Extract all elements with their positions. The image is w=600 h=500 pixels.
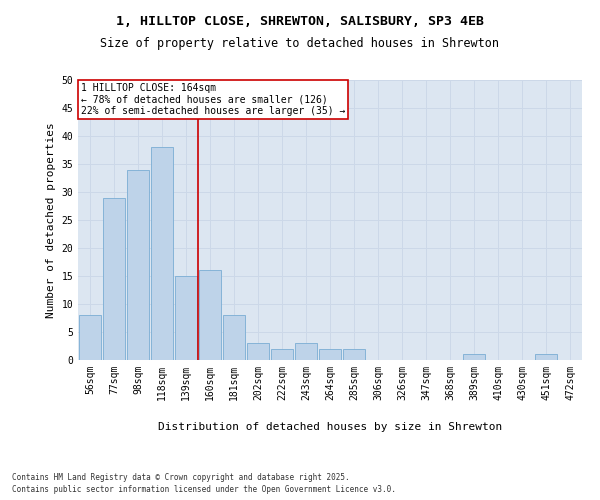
- Bar: [247, 343, 269, 360]
- Bar: [79, 315, 101, 360]
- Text: 1, HILLTOP CLOSE, SHREWTON, SALISBURY, SP3 4EB: 1, HILLTOP CLOSE, SHREWTON, SALISBURY, S…: [116, 15, 484, 28]
- Bar: [319, 349, 341, 360]
- Bar: [175, 276, 197, 360]
- Text: Distribution of detached houses by size in Shrewton: Distribution of detached houses by size …: [158, 422, 502, 432]
- Bar: [127, 170, 149, 360]
- Text: 1 HILLTOP CLOSE: 164sqm
← 78% of detached houses are smaller (126)
22% of semi-d: 1 HILLTOP CLOSE: 164sqm ← 78% of detache…: [80, 83, 345, 116]
- Bar: [223, 315, 245, 360]
- Y-axis label: Number of detached properties: Number of detached properties: [46, 122, 56, 318]
- Bar: [463, 354, 485, 360]
- Text: Contains public sector information licensed under the Open Government Licence v3: Contains public sector information licen…: [12, 485, 396, 494]
- Bar: [271, 349, 293, 360]
- Text: Size of property relative to detached houses in Shrewton: Size of property relative to detached ho…: [101, 38, 499, 51]
- Bar: [151, 147, 173, 360]
- Bar: [295, 343, 317, 360]
- Bar: [535, 354, 557, 360]
- Bar: [199, 270, 221, 360]
- Bar: [343, 349, 365, 360]
- Text: Contains HM Land Registry data © Crown copyright and database right 2025.: Contains HM Land Registry data © Crown c…: [12, 472, 350, 482]
- Bar: [103, 198, 125, 360]
